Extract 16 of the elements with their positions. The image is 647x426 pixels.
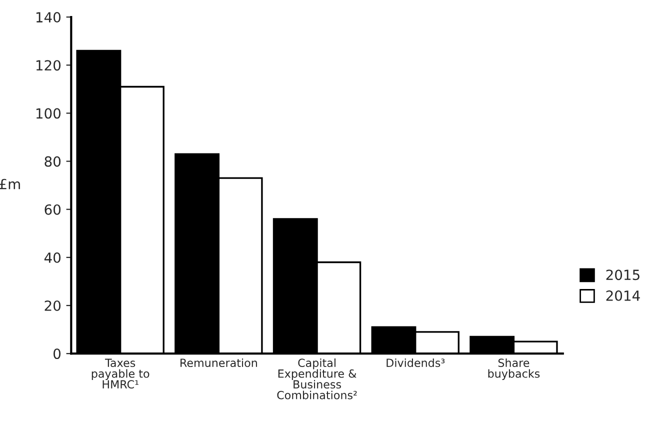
y-tick-label: 20 xyxy=(44,300,61,311)
x-tick-label: Taxes payable to HMRC¹ xyxy=(92,358,150,389)
y-tick-label: 0 xyxy=(54,348,61,360)
y-tick-label: 80 xyxy=(44,156,61,167)
x-tick-label: Remuneration xyxy=(180,358,257,368)
y-tick-label: 40 xyxy=(44,252,61,263)
y-axis-title: £m xyxy=(0,178,20,190)
y-tick-label: 120 xyxy=(36,60,61,71)
x-tick-label: Capital Expenditure & Business Combinations² xyxy=(277,358,357,400)
legend-label: 2015 xyxy=(606,270,640,280)
y-tick-label: 60 xyxy=(44,204,61,215)
x-tick-label: Dividends³ xyxy=(386,358,445,368)
y-tick-label: 100 xyxy=(36,108,61,119)
x-tick-label: Share buybacks xyxy=(488,358,540,380)
y-tick-label: 140 xyxy=(36,12,61,23)
legend-label: 2014 xyxy=(606,290,640,301)
